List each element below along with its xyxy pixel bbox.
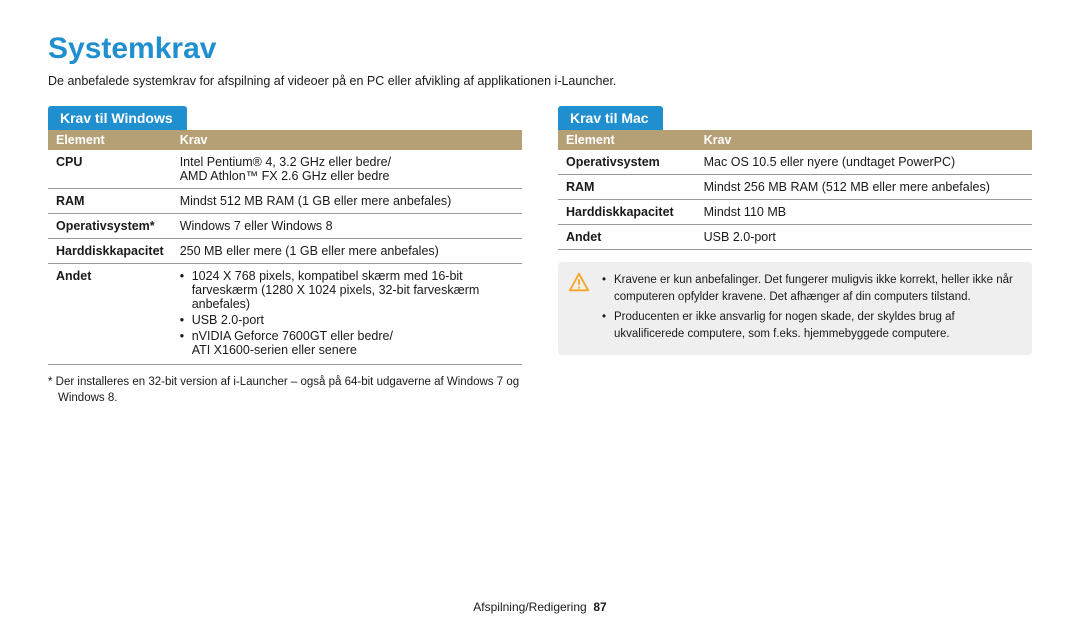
callout-item: Kravene er kun anbefalinger. Det fungere… <box>602 272 1020 307</box>
table-row: RAMMindst 512 MB RAM (1 GB eller mere an… <box>48 189 522 214</box>
warning-icon <box>568 272 590 294</box>
row-label: RAM <box>48 189 172 214</box>
row-value: Mindst 110 MB <box>696 200 1032 225</box>
table-row: CPUIntel Pentium® 4, 3.2 GHz eller bedre… <box>48 150 522 189</box>
row-value: Intel Pentium® 4, 3.2 GHz eller bedre/AM… <box>172 150 522 189</box>
row-value: USB 2.0-port <box>696 225 1032 250</box>
windows-footnote: * Der installeres en 32-bit version af i… <box>48 375 522 406</box>
row-value: 1024 X 768 pixels, kompatibel skærm med … <box>172 264 522 365</box>
page-footer: Afspilning/Redigering 87 <box>0 600 1080 614</box>
row-label: CPU <box>48 150 172 189</box>
row-label: Operativsystem <box>558 150 696 175</box>
mac-th-element: Element <box>558 130 696 150</box>
footer-page-number: 87 <box>593 600 606 614</box>
callout-list: Kravene er kun anbefalinger. Det fungere… <box>602 272 1020 343</box>
list-item: nVIDIA Geforce 7600GT eller bedre/ATI X1… <box>180 329 514 357</box>
list-item: USB 2.0-port <box>180 313 514 327</box>
row-value: Mindst 256 MB RAM (512 MB eller mere anb… <box>696 175 1032 200</box>
warning-callout: Kravene er kun anbefalinger. Det fungere… <box>558 262 1032 355</box>
row-label: RAM <box>558 175 696 200</box>
windows-tab: Krav til Windows <box>48 106 187 130</box>
row-value: Mindst 512 MB RAM (1 GB eller mere anbef… <box>172 189 522 214</box>
intro-text: De anbefalede systemkrav for afspilning … <box>48 74 1032 88</box>
mac-tab: Krav til Mac <box>558 106 663 130</box>
row-label: Harddiskkapacitet <box>558 200 696 225</box>
windows-column: Krav til Windows Element Krav CPUIntel P… <box>48 106 522 406</box>
list-item: 1024 X 768 pixels, kompatibel skærm med … <box>180 269 514 311</box>
table-row: Operativsystem*Windows 7 eller Windows 8 <box>48 214 522 239</box>
windows-th-krav: Krav <box>172 130 522 150</box>
row-label: Operativsystem* <box>48 214 172 239</box>
mac-th-krav: Krav <box>696 130 1032 150</box>
table-row: RAMMindst 256 MB RAM (512 MB eller mere … <box>558 175 1032 200</box>
mac-table: Element Krav OperativsystemMac OS 10.5 e… <box>558 130 1032 250</box>
table-row: Andet1024 X 768 pixels, kompatibel skærm… <box>48 264 522 365</box>
windows-th-element: Element <box>48 130 172 150</box>
row-label: Andet <box>558 225 696 250</box>
mac-column: Krav til Mac Element Krav Operativsystem… <box>558 106 1032 406</box>
windows-table: Element Krav CPUIntel Pentium® 4, 3.2 GH… <box>48 130 522 365</box>
callout-item: Producenten er ikke ansvarlig for nogen … <box>602 309 1020 344</box>
footer-section: Afspilning/Redigering <box>473 600 586 614</box>
table-row: HarddiskkapacitetMindst 110 MB <box>558 200 1032 225</box>
row-value: Windows 7 eller Windows 8 <box>172 214 522 239</box>
row-value: Mac OS 10.5 eller nyere (undtaget PowerP… <box>696 150 1032 175</box>
table-row: AndetUSB 2.0-port <box>558 225 1032 250</box>
row-label: Andet <box>48 264 172 365</box>
table-row: Harddiskkapacitet250 MB eller mere (1 GB… <box>48 239 522 264</box>
row-value: 250 MB eller mere (1 GB eller mere anbef… <box>172 239 522 264</box>
page-title: Systemkrav <box>48 32 1032 66</box>
row-label: Harddiskkapacitet <box>48 239 172 264</box>
table-row: OperativsystemMac OS 10.5 eller nyere (u… <box>558 150 1032 175</box>
